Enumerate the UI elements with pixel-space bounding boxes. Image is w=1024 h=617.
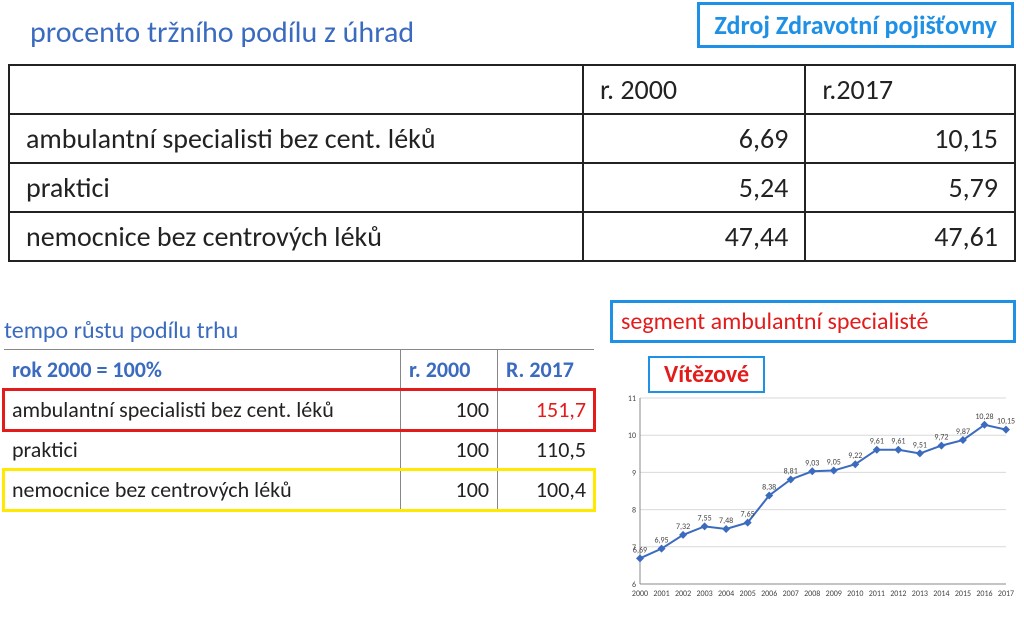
row-label: praktici bbox=[9, 163, 583, 212]
svg-text:9,03: 9,03 bbox=[805, 458, 819, 468]
source-box: Zdroj Zdravotní pojišťovny bbox=[697, 2, 1014, 48]
svg-text:2007: 2007 bbox=[783, 589, 799, 599]
svg-text:9,87: 9,87 bbox=[956, 427, 970, 437]
table-header-2017: r.2017 bbox=[805, 65, 1015, 114]
svg-text:2015: 2015 bbox=[955, 589, 971, 599]
svg-text:2001: 2001 bbox=[653, 589, 669, 599]
row-label: nemocnice bez centrových léků bbox=[9, 212, 583, 261]
svg-text:7,32: 7,32 bbox=[676, 522, 690, 532]
growth-title: tempo růstu podílu trhu bbox=[4, 316, 594, 350]
growth-table: rok 2000 = 100% r. 2000 R. 2017 ambulant… bbox=[4, 350, 594, 510]
svg-text:2017: 2017 bbox=[998, 589, 1014, 599]
row-label: ambulantní specialisti bez cent. léků bbox=[9, 114, 583, 163]
svg-text:2013: 2013 bbox=[912, 589, 928, 599]
table-row: praktici 5,24 5,79 bbox=[9, 163, 1015, 212]
svg-text:9,61: 9,61 bbox=[870, 437, 884, 447]
svg-text:7,48: 7,48 bbox=[719, 516, 733, 526]
svg-text:11: 11 bbox=[628, 394, 636, 404]
svg-text:10,28: 10,28 bbox=[975, 412, 993, 422]
row-v2000: 47,44 bbox=[583, 212, 805, 261]
svg-text:2016: 2016 bbox=[976, 589, 992, 599]
growth-row-v2000: 100 bbox=[401, 430, 498, 470]
row-v2017: 47,61 bbox=[805, 212, 1015, 261]
svg-text:6,69: 6,69 bbox=[633, 545, 647, 555]
growth-table-wrap: tempo růstu podílu trhu rok 2000 = 100% … bbox=[4, 316, 594, 510]
growth-row-v2017: 151,7 bbox=[498, 390, 595, 430]
svg-text:10: 10 bbox=[628, 431, 636, 441]
svg-text:9,51: 9,51 bbox=[913, 440, 927, 450]
table-header-row: r. 2000 r.2017 bbox=[9, 65, 1015, 114]
svg-text:8: 8 bbox=[632, 506, 636, 516]
main-table: r. 2000 r.2017 ambulantní specialisti be… bbox=[8, 64, 1016, 262]
svg-text:2011: 2011 bbox=[869, 589, 885, 599]
growth-row-label: praktici bbox=[4, 430, 401, 470]
table-row: nemocnice bez centrových léků 47,44 47,6… bbox=[9, 212, 1015, 261]
svg-text:9,72: 9,72 bbox=[934, 433, 948, 443]
table-row: ambulantní specialisti bez cent. léků 6,… bbox=[9, 114, 1015, 163]
svg-text:2012: 2012 bbox=[890, 589, 906, 599]
growth-col-2000: r. 2000 bbox=[401, 350, 498, 390]
svg-text:10,15: 10,15 bbox=[997, 417, 1015, 427]
svg-text:2006: 2006 bbox=[761, 589, 777, 599]
growth-row: praktici 100 110,5 bbox=[4, 430, 594, 470]
page-title: procento tržního podílu z úhrad bbox=[30, 14, 414, 51]
row-v2017: 5,79 bbox=[805, 163, 1015, 212]
row-v2017: 10,15 bbox=[805, 114, 1015, 163]
svg-text:2002: 2002 bbox=[675, 589, 691, 599]
svg-text:7,55: 7,55 bbox=[698, 513, 712, 523]
table-header-blank bbox=[9, 65, 583, 114]
svg-text:2014: 2014 bbox=[933, 589, 949, 599]
svg-text:9,22: 9,22 bbox=[848, 451, 862, 461]
svg-text:9: 9 bbox=[632, 468, 636, 478]
growth-row-label: ambulantní specialisti bez cent. léků bbox=[4, 390, 401, 430]
growth-row-v2017: 100,4 bbox=[498, 470, 595, 510]
svg-text:2000: 2000 bbox=[632, 589, 648, 599]
svg-text:7,65: 7,65 bbox=[741, 510, 755, 520]
table-header-2000: r. 2000 bbox=[583, 65, 805, 114]
growth-header-row: rok 2000 = 100% r. 2000 R. 2017 bbox=[4, 350, 594, 390]
svg-text:2008: 2008 bbox=[804, 589, 820, 599]
growth-row-v2000: 100 bbox=[401, 470, 498, 510]
growth-col-2017: R. 2017 bbox=[498, 350, 595, 390]
svg-text:8,38: 8,38 bbox=[762, 482, 776, 492]
growth-subtitle: rok 2000 = 100% bbox=[4, 350, 401, 390]
row-v2000: 6,69 bbox=[583, 114, 805, 163]
svg-text:6,95: 6,95 bbox=[654, 536, 668, 546]
growth-row-v2017: 110,5 bbox=[498, 430, 595, 470]
svg-text:2010: 2010 bbox=[847, 589, 863, 599]
growth-row-highlight-red: ambulantní specialisti bez cent. léků 10… bbox=[4, 390, 594, 430]
growth-row-v2000: 100 bbox=[401, 390, 498, 430]
row-v2000: 5,24 bbox=[583, 163, 805, 212]
chart-title-box: segment ambulantní specialisté bbox=[610, 300, 1016, 343]
svg-text:8,81: 8,81 bbox=[784, 466, 798, 476]
svg-text:9,05: 9,05 bbox=[827, 458, 841, 468]
svg-text:2004: 2004 bbox=[718, 589, 734, 599]
growth-row-highlight-yellow: nemocnice bez centrových léků 100 100,4 bbox=[4, 470, 594, 510]
svg-text:2003: 2003 bbox=[696, 589, 712, 599]
svg-text:9,61: 9,61 bbox=[891, 437, 905, 447]
growth-row-label: nemocnice bez centrových léků bbox=[4, 470, 401, 510]
chart-winners-box: Vítězové bbox=[648, 356, 765, 393]
chart-area: segment ambulantní specialisté 678910116… bbox=[610, 300, 1016, 610]
svg-text:2009: 2009 bbox=[826, 589, 842, 599]
svg-text:2005: 2005 bbox=[740, 589, 756, 599]
